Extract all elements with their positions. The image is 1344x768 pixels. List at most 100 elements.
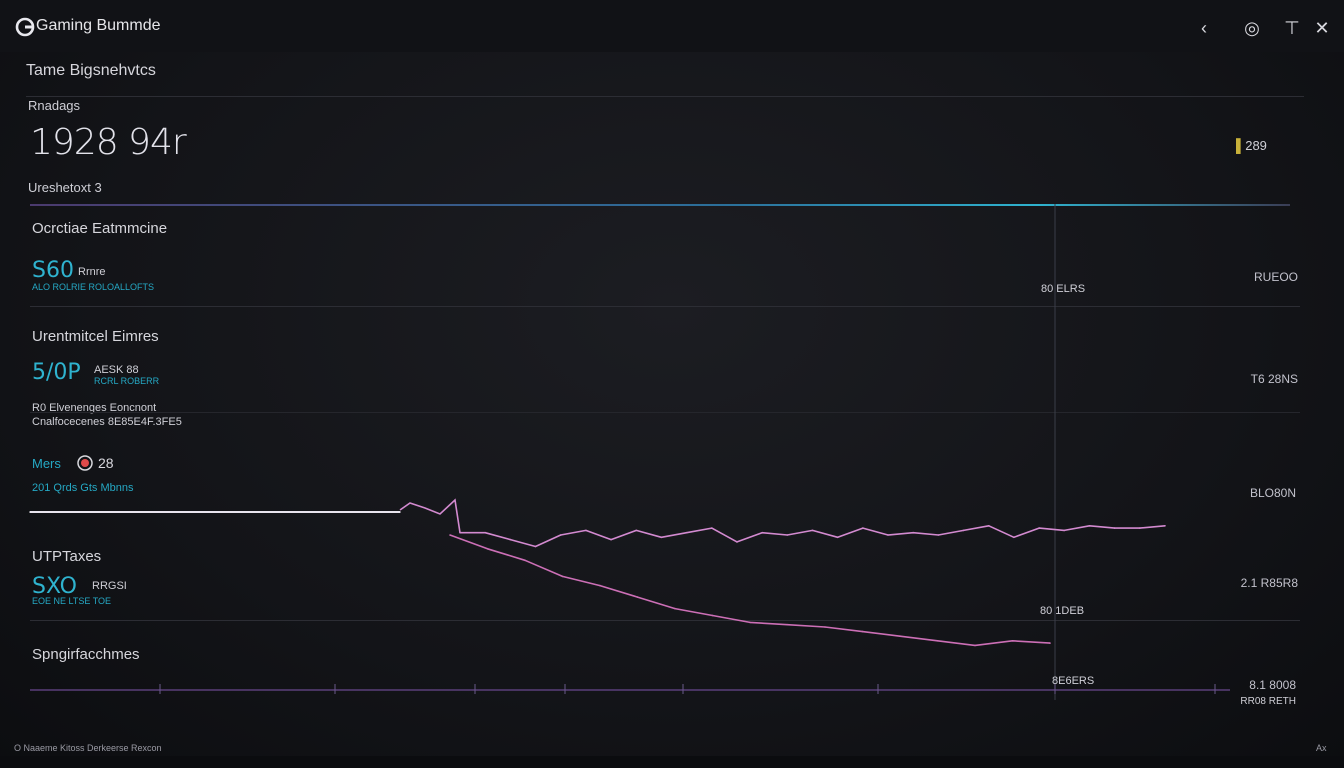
section-2-sub: RCRL ROBERR bbox=[94, 376, 160, 386]
chart-point bbox=[974, 644, 976, 647]
app-title: Gaming Bummde bbox=[36, 17, 161, 34]
section-3-kpi: SXO bbox=[32, 574, 77, 599]
title-bar bbox=[0, 0, 1344, 52]
section-3-title: UTPTaxes bbox=[32, 548, 102, 565]
chart-point bbox=[214, 511, 216, 513]
record-icon[interactable] bbox=[76, 454, 94, 472]
chart-point bbox=[937, 534, 940, 536]
section-2-note-1: R0 Elvenenges Eoncnont bbox=[32, 402, 157, 414]
chart-point bbox=[559, 534, 562, 536]
chart-point bbox=[1049, 642, 1051, 644]
section-2-right-value: T6 28NS bbox=[1250, 372, 1298, 386]
chart-point bbox=[635, 529, 638, 532]
chart-point bbox=[912, 531, 914, 534]
chart-point bbox=[711, 614, 714, 617]
accent-divider bbox=[30, 204, 1290, 206]
chart-point bbox=[824, 626, 826, 628]
chart-point bbox=[1164, 525, 1166, 527]
chart-point bbox=[1113, 527, 1116, 529]
metric-sub-label: Ureshetoxt 3 bbox=[28, 180, 102, 195]
legend-prefix: Mers bbox=[32, 456, 61, 471]
app-logo-icon bbox=[15, 17, 35, 37]
chart-point bbox=[636, 596, 639, 598]
chart-point bbox=[749, 621, 751, 624]
chart-foot-right: RR08 RETH bbox=[1240, 696, 1296, 707]
chart-point bbox=[962, 529, 965, 532]
legend-value: 28 bbox=[98, 455, 114, 471]
section-2-note-2: Cnalfocecenes 8E85E4F.3FE5 bbox=[32, 416, 182, 428]
chart-point bbox=[29, 511, 31, 513]
section-1-kpi-suffix: Rrnre bbox=[78, 266, 106, 278]
chart-point bbox=[711, 527, 713, 529]
chart-point bbox=[399, 511, 401, 513]
legend-right-value: BLO80N bbox=[1249, 486, 1296, 500]
chart-point bbox=[736, 541, 738, 543]
chart-point bbox=[811, 529, 814, 532]
divider bbox=[30, 412, 1300, 413]
section-1-sub: ALO ROLRIE ROLOALLOFTS bbox=[32, 282, 155, 292]
chart-label-bottom: 8E6ERS bbox=[1052, 675, 1094, 687]
chart-point bbox=[1011, 640, 1014, 642]
divider bbox=[30, 306, 1300, 307]
chart-point bbox=[509, 538, 512, 541]
section-2-kpi: 5/0P bbox=[32, 360, 81, 385]
section-3-kpi-suffix: RRGSI bbox=[92, 580, 127, 592]
chart-point bbox=[1088, 525, 1091, 527]
page-title: Tame Bigsnehvtcs bbox=[26, 62, 156, 79]
chart-point bbox=[121, 511, 124, 513]
footer-right-text: Ax bbox=[1316, 743, 1327, 753]
section-1-right-value: RUEOO bbox=[1253, 270, 1298, 284]
chart-connector-line bbox=[399, 498, 461, 533]
chart-point bbox=[449, 534, 451, 536]
chart-point bbox=[484, 531, 487, 534]
metric-value: 1928 94r bbox=[30, 122, 187, 163]
chart-point bbox=[660, 536, 663, 539]
chart-point bbox=[486, 548, 489, 550]
chart-point bbox=[862, 527, 864, 529]
chart-label-mid: 80 1DEB bbox=[1040, 605, 1084, 617]
settings-icon[interactable]: ◎ bbox=[1244, 17, 1260, 38]
chart-point bbox=[306, 511, 309, 513]
metric-side-marker-icon: ▌ bbox=[1236, 138, 1246, 153]
status-bar bbox=[0, 756, 1344, 768]
section-4-right-value: 8.1 8008 bbox=[1249, 678, 1296, 692]
chart-point bbox=[761, 531, 763, 534]
chart-point bbox=[524, 559, 526, 562]
section-1-title: Ocrctiae Eatmmcine bbox=[32, 220, 168, 237]
metric-side-value: ▌289 bbox=[1236, 138, 1267, 153]
chart-point bbox=[899, 635, 901, 637]
chart-point bbox=[674, 607, 676, 610]
footer-left-text: O Naaeme Kitoss Derkeerse Rexcon bbox=[14, 743, 162, 753]
legend-label: 201 Qrds Gts Mbnns bbox=[32, 482, 134, 494]
chart-series-line-1 bbox=[460, 524, 1166, 548]
section-3-right-value: 2.1 R85R8 bbox=[1240, 576, 1298, 590]
chart-point bbox=[786, 623, 789, 626]
section-4-title: Spngirfacchmes bbox=[32, 646, 140, 663]
chart-point bbox=[534, 545, 537, 548]
chart-point bbox=[786, 534, 789, 536]
chart-point bbox=[887, 534, 889, 536]
chart-point bbox=[685, 531, 688, 534]
chart-point bbox=[610, 538, 612, 541]
chart-point bbox=[988, 525, 990, 527]
section-3-sub: EOE NE LTSE TOE bbox=[32, 596, 112, 606]
chart-point bbox=[936, 640, 939, 642]
chart-point bbox=[1139, 527, 1141, 529]
section-2-title: Urentmitcel Eimres bbox=[32, 328, 159, 345]
back-icon[interactable]: ‹ bbox=[1201, 17, 1207, 38]
chart-label-top: 80 ELRS bbox=[1041, 283, 1085, 295]
section-1-kpi: S60 bbox=[32, 258, 74, 283]
filter-icon[interactable]: ⊤ bbox=[1284, 17, 1300, 38]
chart-point bbox=[1063, 529, 1066, 532]
chart-series-line-2 bbox=[449, 534, 1051, 647]
metric-label: Rnadags bbox=[28, 98, 81, 113]
close-icon[interactable]: ✕ bbox=[1314, 17, 1330, 38]
chart-point bbox=[836, 536, 839, 539]
chart-point bbox=[599, 584, 601, 587]
divider bbox=[26, 96, 1304, 97]
chart-point bbox=[561, 575, 564, 578]
section-2-kpi-suffix: AESK 88 bbox=[94, 364, 139, 376]
chart-point bbox=[1038, 527, 1040, 529]
divider bbox=[30, 620, 1300, 621]
